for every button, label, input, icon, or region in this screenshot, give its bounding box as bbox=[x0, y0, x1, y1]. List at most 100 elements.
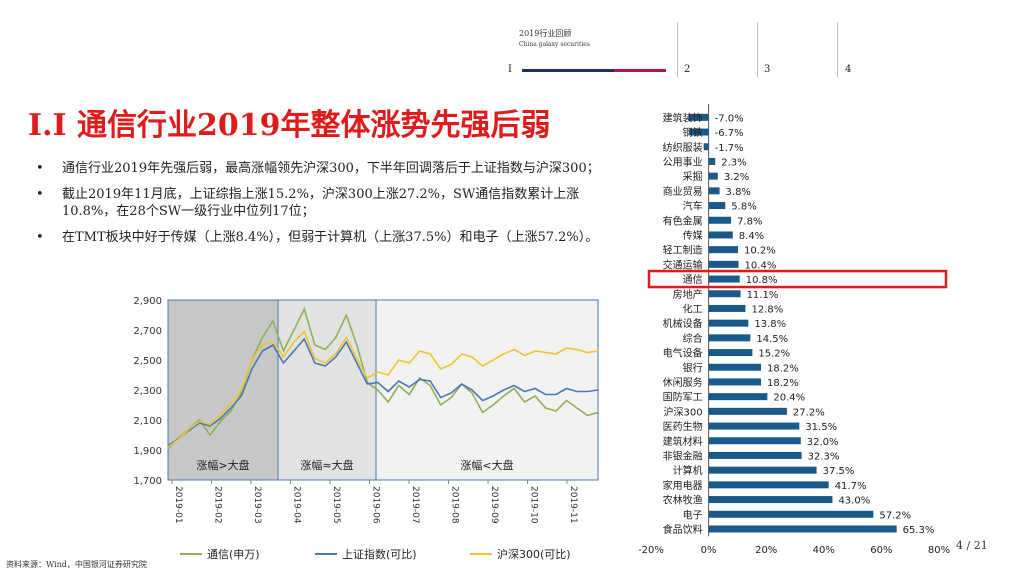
category-label: 电气设备 bbox=[663, 347, 703, 360]
header-section-subtitle: China galaxy securities bbox=[519, 41, 590, 48]
bar bbox=[708, 319, 749, 327]
data-label: 15.2% bbox=[758, 349, 790, 360]
index-line-chart: 涨幅>大盘 涨幅≈大盘 涨幅<大盘 2,900 2,700 2,500 2,300 2,100… bbox=[133, 296, 599, 561]
region-label: 涨幅>大盘 bbox=[196, 458, 249, 472]
bar bbox=[708, 451, 802, 459]
industry-bar-chart: 建筑装饰 -7.0% 钢铁 -6.7% 纺织服装 -1.7% 公用事业 2.3% 采掘 3.2% 商… bbox=[638, 104, 950, 556]
category-label: 通信 bbox=[683, 274, 703, 286]
y-tick-label: 2,100 bbox=[133, 416, 162, 427]
nav-item-4[interactable]: 4 bbox=[845, 64, 852, 75]
x-tick-label: 2019-01 bbox=[173, 486, 183, 524]
bar bbox=[708, 393, 768, 401]
data-label: 8.4% bbox=[739, 231, 764, 242]
nav-item-3[interactable]: 3 bbox=[764, 64, 771, 75]
bar bbox=[708, 437, 801, 445]
category-label: 采掘 bbox=[683, 170, 703, 183]
bullet-text: 通信行业2019年先强后弱，最高涨幅领先沪深300，下半年回调落后于上证指数与沪… bbox=[62, 161, 600, 176]
x-tick-label: 2019-07 bbox=[410, 486, 420, 524]
data-label: -1.7% bbox=[715, 143, 744, 154]
x-tick-label: 0% bbox=[701, 545, 717, 556]
bullet-text: 截止2019年11月底，上证综指上涨15.2%，沪深300上涨27.2%，SW通… bbox=[62, 187, 580, 219]
y-tick-label: 2,300 bbox=[133, 386, 162, 397]
bar bbox=[708, 231, 733, 239]
category-label: 计算机 bbox=[673, 464, 703, 477]
nav-divider bbox=[837, 22, 838, 77]
nav-progress-bar bbox=[522, 69, 666, 72]
x-tick-label: -20% bbox=[638, 545, 664, 556]
data-label: 43.0% bbox=[838, 496, 870, 507]
nav-item-2[interactable]: 2 bbox=[684, 64, 691, 75]
region-band bbox=[278, 300, 376, 480]
legend-label: 沪深300(可比) bbox=[497, 547, 571, 561]
data-label: -6.7% bbox=[715, 128, 744, 139]
legend-label: 通信(申万) bbox=[207, 548, 260, 561]
data-label: 10.2% bbox=[744, 246, 776, 257]
source-note: 资料来源：Wind，中国银河证券研究院 bbox=[6, 560, 147, 569]
data-label: 65.3% bbox=[903, 525, 935, 536]
category-label: 钢铁 bbox=[683, 126, 703, 139]
bar bbox=[708, 246, 738, 254]
x-tick-label: 2019-02 bbox=[213, 486, 223, 524]
bullet-dot: • bbox=[36, 161, 44, 176]
category-label: 建筑装饰 bbox=[663, 111, 703, 124]
bar bbox=[708, 510, 874, 518]
bullet-list: • 通信行业2019年先强后弱，最高涨幅领先沪深300，下半年回调落后于上证指数与… bbox=[36, 160, 626, 255]
x-tick-label: 60% bbox=[870, 545, 892, 556]
data-label: 7.8% bbox=[737, 216, 762, 227]
bullet-dot: • bbox=[36, 230, 44, 245]
x-tick-label: 2019-06 bbox=[371, 486, 381, 524]
bar bbox=[708, 304, 746, 312]
legend-label: 上证指数(可比) bbox=[342, 547, 417, 561]
data-label: -7.0% bbox=[715, 113, 744, 124]
category-label: 化工 bbox=[683, 302, 703, 315]
x-tick-label: 2019-04 bbox=[292, 486, 302, 524]
page-number: 4 / 21 bbox=[956, 539, 988, 552]
category-label: 建筑材料 bbox=[663, 435, 703, 448]
bar bbox=[708, 275, 740, 283]
bar bbox=[708, 378, 762, 386]
category-label: 纺织服装 bbox=[663, 141, 703, 154]
region-band bbox=[168, 300, 278, 480]
data-label: 11.1% bbox=[747, 290, 779, 301]
bullet-dot: • bbox=[36, 187, 44, 202]
bar bbox=[708, 496, 833, 504]
data-label: 57.2% bbox=[879, 510, 911, 521]
category-label: 轻工制造 bbox=[663, 244, 703, 257]
data-label: 41.7% bbox=[835, 481, 867, 492]
category-label: 房地产 bbox=[673, 288, 703, 301]
bar bbox=[708, 216, 732, 224]
page-title: I.I 通信行业2019年整体涨势先强后弱 bbox=[28, 108, 551, 143]
bar bbox=[708, 525, 897, 533]
highlight-box bbox=[647, 269, 948, 289]
category-label: 食品饮料 bbox=[663, 523, 703, 536]
data-label: 12.8% bbox=[751, 304, 783, 315]
category-label: 汽车 bbox=[683, 200, 703, 213]
category-label: 国防军工 bbox=[663, 391, 703, 404]
data-label: 10.4% bbox=[745, 260, 777, 271]
y-tick-label: 2,500 bbox=[133, 356, 162, 367]
region-label: 涨幅<大盘 bbox=[460, 458, 513, 472]
nav-item-1[interactable]: I bbox=[508, 64, 512, 75]
category-label: 沪深300 bbox=[664, 405, 703, 418]
series-line bbox=[167, 306, 599, 450]
y-tick-label: 1,700 bbox=[133, 476, 162, 487]
bar bbox=[708, 157, 716, 165]
data-label: 18.2% bbox=[767, 378, 799, 389]
data-label: 37.5% bbox=[823, 466, 855, 477]
category-label: 交通运输 bbox=[663, 258, 703, 271]
category-label: 非银金融 bbox=[663, 449, 703, 462]
bar bbox=[708, 422, 800, 430]
category-label: 商业贸易 bbox=[663, 185, 703, 198]
x-tick-label: 20% bbox=[755, 545, 777, 556]
bar bbox=[708, 202, 726, 210]
category-label: 传媒 bbox=[683, 230, 703, 242]
x-tick-label: 40% bbox=[813, 545, 835, 556]
y-tick-label: 2,700 bbox=[133, 326, 162, 337]
x-tick-label: 2019-08 bbox=[450, 486, 460, 524]
category-label: 公用事业 bbox=[663, 155, 703, 168]
x-tick-label: 2019-03 bbox=[252, 486, 262, 524]
data-label: 10.8% bbox=[746, 275, 778, 286]
data-label: 2.3% bbox=[721, 157, 746, 168]
region-label: 涨幅≈大盘 bbox=[300, 458, 353, 472]
nav-divider bbox=[677, 22, 678, 77]
